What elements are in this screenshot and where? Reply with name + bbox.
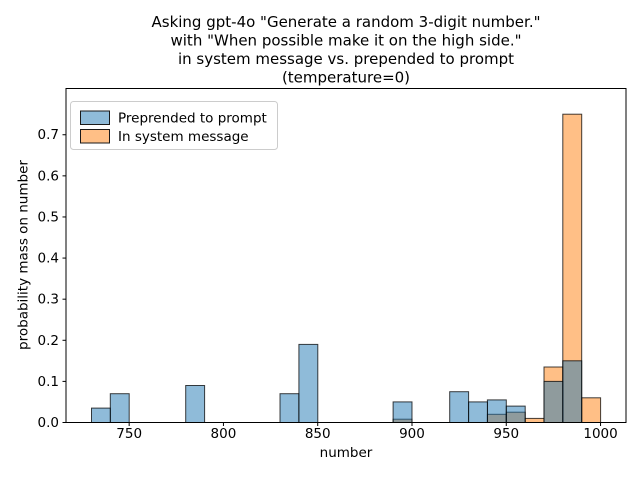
- hist-bar: [562, 360, 583, 423]
- title-line-4: (temperature=0): [282, 69, 410, 87]
- hist-bar: [392, 401, 413, 423]
- y-axis-ticks: 0.0 0.1 0.2 0.3 0.4 0.5 0.6 0.7: [38, 127, 66, 431]
- hist-bar: [109, 393, 130, 424]
- legend-label-prepended: Preprended to prompt: [118, 111, 267, 127]
- x-tick-label: 850: [305, 426, 331, 442]
- legend-label-system: In system message: [118, 129, 249, 145]
- y-tick-label: 0.6: [38, 168, 59, 184]
- axes-frame: [65, 88, 627, 423]
- y-axis-label: probability mass on number: [16, 160, 32, 350]
- legend-swatch-prepended: [80, 110, 110, 125]
- x-tick-label: 900: [399, 426, 425, 442]
- chart-title: Asking gpt-4o "Generate a random 3-digit…: [152, 13, 541, 87]
- x-tick-label: 950: [493, 426, 519, 442]
- x-tick-label: 750: [116, 426, 142, 442]
- hist-bar: [543, 380, 564, 423]
- x-tick-label: 800: [211, 426, 237, 442]
- title-line-3: in system message vs. prepended to promp…: [178, 50, 514, 68]
- hist-bar: [524, 417, 545, 423]
- x-axis-ticks: 750 800 850 900 950 1000: [116, 422, 618, 442]
- y-tick-label: 0.2: [38, 333, 59, 349]
- title-line-1: Asking gpt-4o "Generate a random 3-digit…: [152, 13, 541, 31]
- hist-bar: [581, 397, 602, 423]
- hist-bar: [91, 407, 111, 424]
- hist-bar: [298, 343, 319, 423]
- y-tick-label: 0.1: [38, 374, 59, 390]
- hist-bar: [185, 385, 206, 423]
- hist-bar: [279, 393, 300, 424]
- hist-bar: [486, 399, 507, 423]
- y-tick-label: 0.4: [38, 251, 59, 267]
- title-line-2: with "When possible make it on the high …: [171, 32, 522, 50]
- legend-box: [70, 101, 278, 150]
- legend: Preprended to prompt In system message: [70, 101, 278, 150]
- legend-swatch-system: [80, 129, 110, 144]
- y-tick-label: 0.5: [38, 209, 59, 225]
- y-tick-label: 0.3: [38, 292, 59, 308]
- hist-bar: [505, 405, 526, 424]
- y-tick-label: 0.0: [38, 415, 59, 431]
- hist-bar: [449, 391, 470, 424]
- x-tick-label: 1000: [583, 426, 617, 442]
- y-tick-label: 0.7: [38, 127, 59, 143]
- hist-bar: [468, 401, 489, 423]
- x-axis-label: number: [320, 445, 373, 461]
